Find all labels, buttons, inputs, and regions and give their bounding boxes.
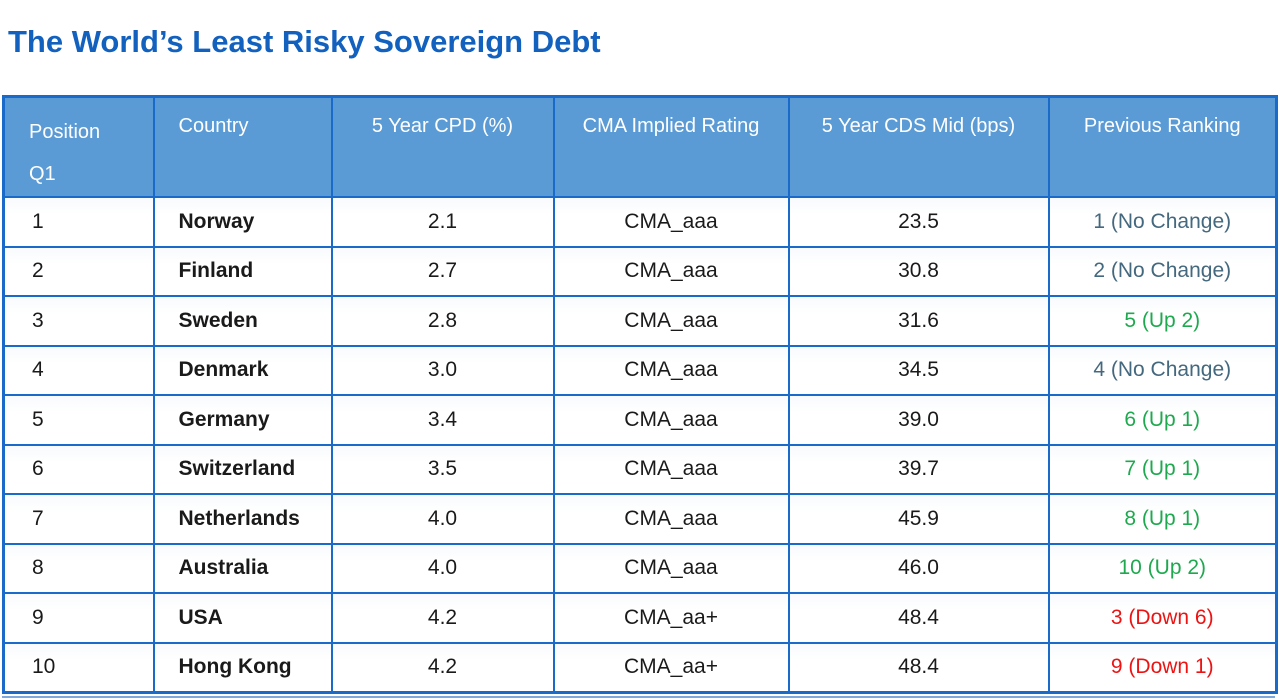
cell-country: Hong Kong <box>152 641 333 694</box>
header-position-line1: Position <box>29 121 101 143</box>
cell-previous-ranking: 5 (Up 2) <box>1047 295 1278 347</box>
cell-country: Netherlands <box>152 493 333 545</box>
table-row: 7 Netherlands 4.0 CMA_aaa 45.9 8 (Up 1) <box>2 493 1278 545</box>
table-row: 2 Finland 2.7 CMA_aaa 30.8 2 (No Change) <box>2 245 1278 297</box>
header-position-line2: Q1 <box>29 163 56 185</box>
cell-position: 7 <box>2 493 155 545</box>
cell-rating: CMA_aaa <box>552 295 790 347</box>
cell-cpd: 4.0 <box>330 493 555 545</box>
table-row: 5 Germany 3.4 CMA_aaa 39.0 6 (Up 1) <box>2 394 1278 446</box>
cell-rating: CMA_aaa <box>552 245 790 297</box>
cell-cpd: 2.8 <box>330 295 555 347</box>
cell-previous-ranking: 2 (No Change) <box>1047 245 1278 297</box>
cell-position: 2 <box>2 245 155 297</box>
cell-position: 9 <box>2 592 155 644</box>
cell-position: 3 <box>2 295 155 347</box>
cell-cds: 39.7 <box>787 443 1050 495</box>
header-country: Country <box>152 95 333 198</box>
header-cpd: 5 Year CPD (%) <box>330 95 555 198</box>
cell-position: 1 <box>2 196 155 248</box>
cell-country: USA <box>152 592 333 644</box>
cell-country: Finland <box>152 245 333 297</box>
page-title: The World’s Least Risky Sovereign Debt <box>8 24 601 59</box>
header-cds: 5 Year CDS Mid (bps) <box>787 95 1050 198</box>
cell-country: Denmark <box>152 344 333 396</box>
cell-position: 6 <box>2 443 155 495</box>
cell-rating: CMA_aaa <box>552 344 790 396</box>
cell-rating: CMA_aaa <box>552 443 790 495</box>
cell-cpd: 2.7 <box>330 245 555 297</box>
cell-cpd: 3.0 <box>330 344 555 396</box>
cell-rating: CMA_aaa <box>552 542 790 594</box>
cell-position: 4 <box>2 344 155 396</box>
cell-rating: CMA_aaa <box>552 394 790 446</box>
cell-cds: 23.5 <box>787 196 1050 248</box>
header-rating: CMA Implied Rating <box>552 95 790 198</box>
cell-position: 10 <box>2 641 155 694</box>
cell-cds: 30.8 <box>787 245 1050 297</box>
cell-cds: 34.5 <box>787 344 1050 396</box>
cell-country: Switzerland <box>152 443 333 495</box>
cell-previous-ranking: 10 (Up 2) <box>1047 542 1278 594</box>
cell-cds: 48.4 <box>787 641 1050 694</box>
cell-previous-ranking: 1 (No Change) <box>1047 196 1278 248</box>
cell-cds: 46.0 <box>787 542 1050 594</box>
cell-rating: CMA_aa+ <box>552 641 790 694</box>
cell-cpd: 2.1 <box>330 196 555 248</box>
cell-country: Sweden <box>152 295 333 347</box>
cell-cpd: 4.0 <box>330 542 555 594</box>
sovereign-debt-table: Position Q1 Country 5 Year CPD (%) CMA I… <box>2 95 1278 698</box>
cell-previous-ranking: 8 (Up 1) <box>1047 493 1278 545</box>
cell-country: Norway <box>152 196 333 248</box>
cell-rating: CMA_aaa <box>552 196 790 248</box>
cell-rating: CMA_aaa <box>552 493 790 545</box>
cell-cds: 39.0 <box>787 394 1050 446</box>
ranking-table: Position Q1 Country 5 Year CPD (%) CMA I… <box>2 95 1278 694</box>
cell-cpd: 4.2 <box>330 592 555 644</box>
cell-country: Germany <box>152 394 333 446</box>
table-row: 10 Hong Kong 4.2 CMA_aa+ 48.4 9 (Down 1) <box>2 641 1278 694</box>
cell-previous-ranking: 9 (Down 1) <box>1047 641 1278 694</box>
table-row: 6 Switzerland 3.5 CMA_aaa 39.7 7 (Up 1) <box>2 443 1278 495</box>
cell-cpd: 3.5 <box>330 443 555 495</box>
table-row: 3 Sweden 2.8 CMA_aaa 31.6 5 (Up 2) <box>2 295 1278 347</box>
table-row: 9 USA 4.2 CMA_aa+ 48.4 3 (Down 6) <box>2 592 1278 644</box>
cell-cpd: 3.4 <box>330 394 555 446</box>
header-previous-ranking: Previous Ranking <box>1047 95 1278 198</box>
cell-rating: CMA_aa+ <box>552 592 790 644</box>
cell-position: 5 <box>2 394 155 446</box>
table-row: 4 Denmark 3.0 CMA_aaa 34.5 4 (No Change) <box>2 344 1278 396</box>
cell-country: Australia <box>152 542 333 594</box>
cell-cpd: 4.2 <box>330 641 555 694</box>
cell-position: 8 <box>2 542 155 594</box>
table-row: 1 Norway 2.1 CMA_aaa 23.5 1 (No Change) <box>2 196 1278 248</box>
table-row: 8 Australia 4.0 CMA_aaa 46.0 10 (Up 2) <box>2 542 1278 594</box>
cell-cds: 31.6 <box>787 295 1050 347</box>
cell-cds: 45.9 <box>787 493 1050 545</box>
header-row: Position Q1 Country 5 Year CPD (%) CMA I… <box>2 95 1278 198</box>
table-bottom-accent-line <box>2 696 1275 698</box>
cell-previous-ranking: 4 (No Change) <box>1047 344 1278 396</box>
cell-previous-ranking: 6 (Up 1) <box>1047 394 1278 446</box>
cell-cds: 48.4 <box>787 592 1050 644</box>
cell-previous-ranking: 3 (Down 6) <box>1047 592 1278 644</box>
header-position: Position Q1 <box>2 95 155 198</box>
cell-previous-ranking: 7 (Up 1) <box>1047 443 1278 495</box>
